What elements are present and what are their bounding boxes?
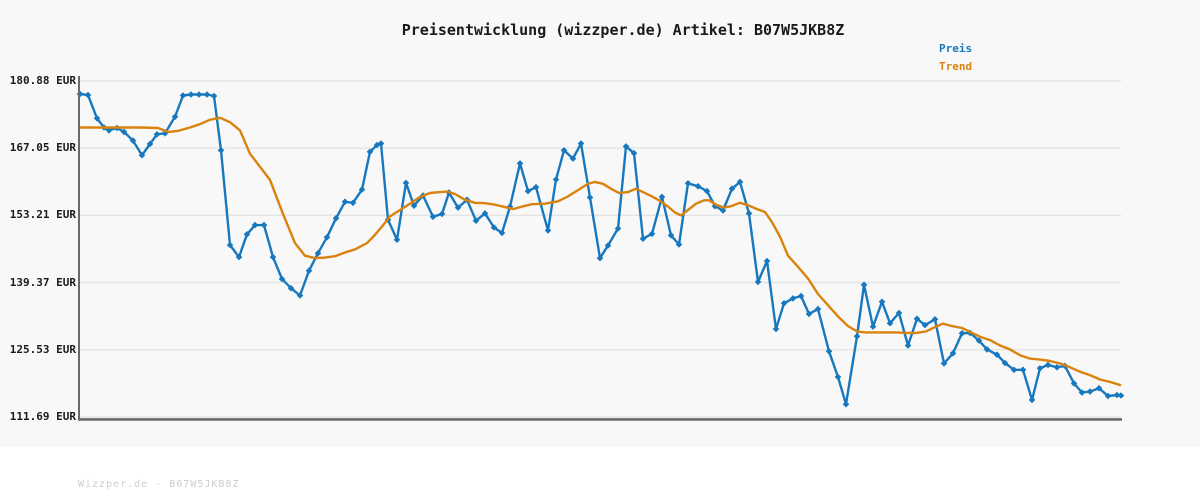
legend-preis-label: Preis [939, 42, 973, 55]
footer-watermark: Wizzper.de - B07W5JKB8Z [78, 479, 240, 490]
y-tick-label: 153.21 EUR [9, 208, 76, 222]
y-tick-label: 125.53 EUR [9, 342, 76, 356]
y-tick-label: 139.37 EUR [9, 275, 76, 289]
trend-line [80, 116, 1122, 387]
y-tick-label: 167.05 EUR [9, 141, 76, 155]
price-chart [76, 76, 1125, 421]
preis-line [79, 92, 1122, 406]
y-tick-label: 111.69 EUR [9, 409, 76, 423]
chart-title: Preisentwicklung (wizzper.de) Artikel: B… [401, 21, 845, 39]
chart-canvas: Preisentwicklung (wizzper.de) Artikel: B… [9, 21, 1125, 423]
y-tick-label: 180.88 EUR [9, 74, 76, 87]
legend-trend-label: Trend [939, 60, 973, 73]
